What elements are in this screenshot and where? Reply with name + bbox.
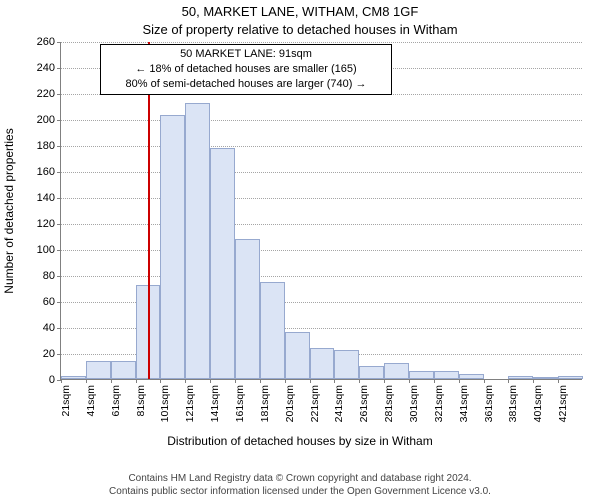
gridline-h <box>61 172 582 173</box>
x-tick-label: 261sqm <box>358 379 370 422</box>
histogram-bar <box>334 350 359 379</box>
y-tick-label: 20 <box>43 348 61 360</box>
histogram-bar <box>185 103 210 379</box>
y-tick-label: 140 <box>37 192 61 204</box>
annotation-line: 50 MARKET LANE: 91sqm <box>107 47 385 62</box>
x-tick-label: 241sqm <box>333 379 345 422</box>
x-tick-label: 81sqm <box>135 379 147 417</box>
x-tick-label: 41sqm <box>85 379 97 417</box>
gridline-h <box>61 42 582 43</box>
y-tick-label: 60 <box>43 296 61 308</box>
x-tick-label: 61sqm <box>110 379 122 417</box>
gridline-h <box>61 146 582 147</box>
x-tick-label: 361sqm <box>483 379 495 422</box>
title-line-1: 50, MARKET LANE, WITHAM, CM8 1GF <box>0 4 600 19</box>
histogram-bar <box>409 371 434 379</box>
x-tick-label: 21sqm <box>60 379 72 417</box>
annotation-line: 80% of semi-detached houses are larger (… <box>107 77 385 92</box>
x-tick-label: 181sqm <box>259 379 271 422</box>
x-tick-label: 101sqm <box>159 379 171 422</box>
histogram-bar <box>86 361 111 379</box>
y-tick-label: 80 <box>43 270 61 282</box>
histogram-bar <box>359 366 384 379</box>
x-tick-label: 381sqm <box>507 379 519 422</box>
x-axis-label: Distribution of detached houses by size … <box>0 434 600 448</box>
x-tick-label: 341sqm <box>458 379 470 422</box>
footer-line: Contains HM Land Registry data © Crown c… <box>0 473 600 486</box>
histogram-bar <box>384 363 409 379</box>
y-tick-label: 160 <box>37 166 61 178</box>
x-tick-label: 121sqm <box>184 379 196 422</box>
histogram-bar <box>285 332 310 379</box>
y-tick-label: 240 <box>37 62 61 74</box>
x-tick-label: 281sqm <box>383 379 395 422</box>
y-tick-label: 220 <box>37 88 61 100</box>
histogram-bar <box>310 348 335 379</box>
histogram-bar <box>111 361 136 379</box>
x-tick-label: 301sqm <box>408 379 420 422</box>
x-tick-label: 401sqm <box>532 379 544 422</box>
gridline-h <box>61 198 582 199</box>
footer: Contains HM Land Registry data © Crown c… <box>0 473 600 498</box>
x-tick-label: 161sqm <box>234 379 246 422</box>
x-tick-label: 421sqm <box>557 379 569 422</box>
histogram-bar <box>434 371 459 379</box>
y-tick-label: 100 <box>37 244 61 256</box>
gridline-h <box>61 224 582 225</box>
histogram-bar <box>235 239 260 379</box>
x-tick-label: 221sqm <box>309 379 321 422</box>
y-tick-label: 40 <box>43 322 61 334</box>
title-line-2: Size of property relative to detached ho… <box>0 22 600 37</box>
histogram-bar <box>210 148 235 379</box>
annotation-line: ← 18% of detached houses are smaller (16… <box>107 62 385 77</box>
x-tick-label: 141sqm <box>209 379 221 422</box>
annotation-box: 50 MARKET LANE: 91sqm ← 18% of detached … <box>100 44 392 95</box>
histogram-bar <box>260 282 285 380</box>
gridline-h <box>61 250 582 251</box>
histogram-bar <box>160 115 185 379</box>
gridline-h <box>61 120 582 121</box>
y-tick-label: 120 <box>37 218 61 230</box>
x-tick-label: 201sqm <box>284 379 296 422</box>
gridline-h <box>61 276 582 277</box>
y-axis-label: Number of detached properties <box>2 128 16 293</box>
footer-line: Contains public sector information licen… <box>0 486 600 499</box>
x-tick-label: 321sqm <box>433 379 445 422</box>
y-tick-label: 200 <box>37 114 61 126</box>
y-tick-label: 260 <box>37 36 61 48</box>
y-tick-label: 180 <box>37 140 61 152</box>
